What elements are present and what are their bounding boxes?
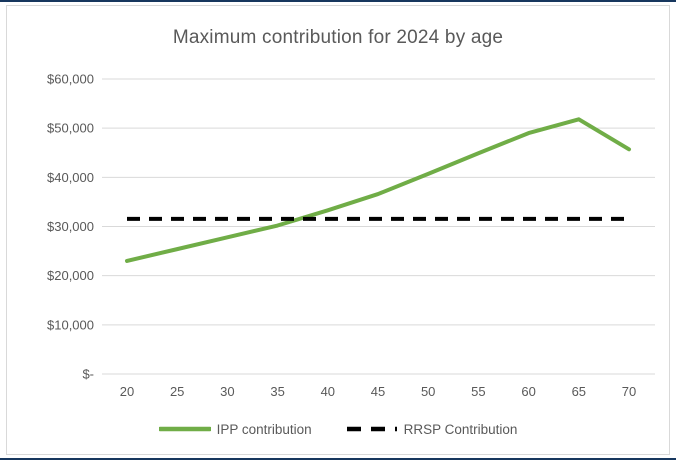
chart-frame: Maximum contribution for 2024 by age $- $… (6, 5, 670, 455)
y-tick-label: $30,000 (47, 219, 94, 234)
x-tick-label: 30 (220, 384, 234, 399)
ipp-line-swatch (158, 426, 211, 432)
window-bottom-edge (0, 458, 676, 460)
y-tick-label: $40,000 (47, 170, 94, 185)
y-tick-label: $20,000 (47, 268, 94, 283)
legend-label-ipp: IPP contribution (216, 421, 312, 437)
series-line-ipp[interactable] (125, 117, 631, 263)
x-tick-label: 20 (120, 384, 134, 399)
rrsp-line-swatch (346, 426, 397, 432)
x-tick-label: 60 (521, 384, 535, 399)
x-tick-label: 70 (622, 384, 636, 399)
legend-item-rrsp[interactable]: RRSP Contribution (346, 421, 518, 437)
x-tick-label: 50 (421, 384, 435, 399)
y-tick-label: $- (82, 367, 94, 382)
x-tick-label: 25 (170, 384, 184, 399)
legend-item-ipp[interactable]: IPP contribution (158, 421, 312, 437)
x-tick-label: 35 (270, 384, 284, 399)
chart-title[interactable]: Maximum contribution for 2024 by age (172, 27, 504, 48)
legend-label-rrsp: RRSP Contribution (403, 421, 518, 437)
plot-area[interactable]: $- $10,000 $20,000 $30,000 $40,000 $50,000 $60… (7, 6, 676, 466)
y-tick-label: $50,000 (47, 121, 94, 136)
x-tick-label: 45 (371, 384, 385, 399)
legend[interactable]: IPP contribution RRSP Contribution (7, 414, 669, 444)
x-tick-label: 40 (321, 384, 335, 399)
y-tick-label: $10,000 (47, 317, 94, 332)
window-top-edge (0, 0, 676, 2)
x-tick-label: 65 (572, 384, 586, 399)
x-tick-label: 55 (471, 384, 485, 399)
y-tick-label: $60,000 (47, 72, 94, 87)
